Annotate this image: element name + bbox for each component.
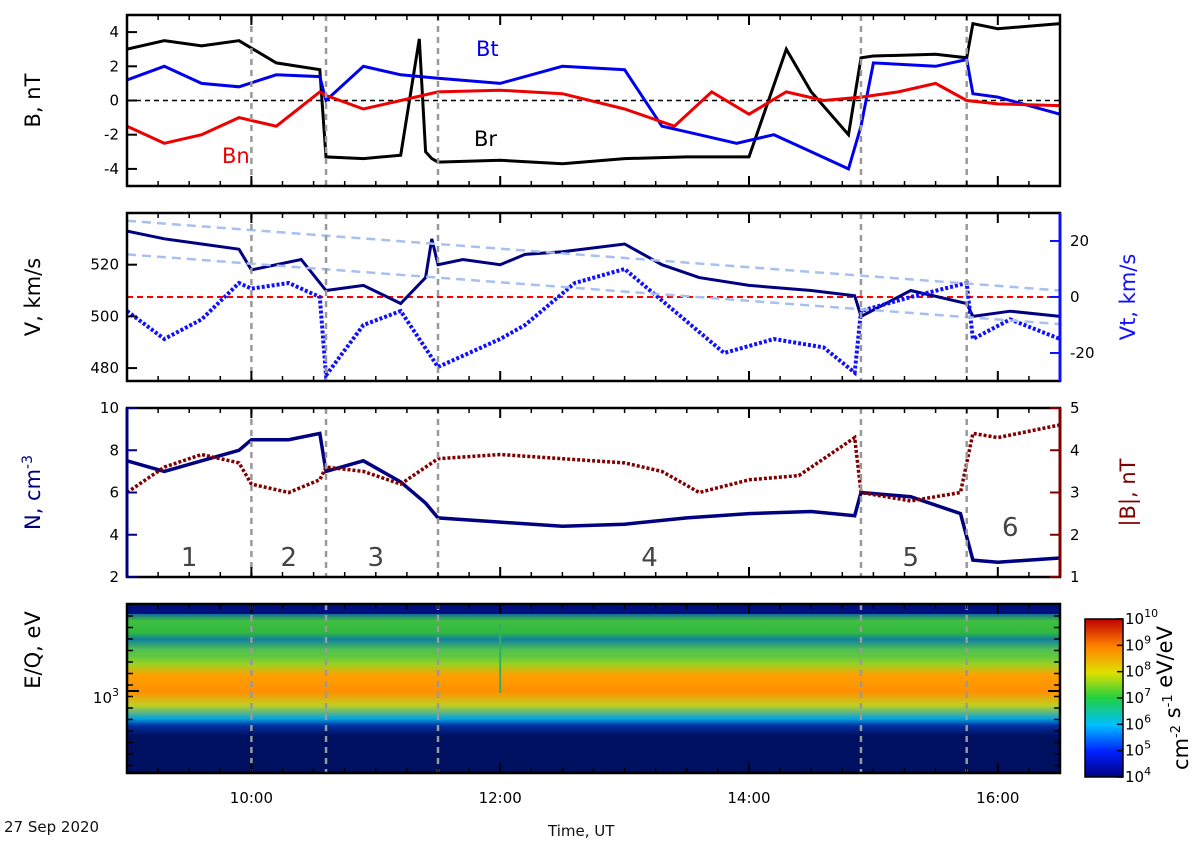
colorbar-tick-label: 104 [1125, 765, 1151, 786]
b-mag-axis-tick-label: 3 [1070, 484, 1080, 502]
x-tick-label-14:00: 14:00 [727, 789, 770, 807]
region-label-2: 2 [280, 543, 297, 573]
v-axis-label: V, km/s [21, 258, 45, 336]
cbar-tick-exp: 7 [1144, 686, 1151, 699]
b-mag-axis-tick-label: 5 [1070, 399, 1080, 417]
label-Bn: Bn [222, 144, 250, 168]
colorbar-tick-label: 1010 [1125, 607, 1158, 628]
b-axis-tick-label: -4 [104, 160, 119, 178]
n-axis-label-base: N, cm [21, 469, 45, 530]
region-label-5: 5 [902, 543, 919, 573]
x-tick-label-10:00: 10:00 [230, 789, 273, 807]
x-tick-label-12:00: 12:00 [479, 789, 522, 807]
n-axis-label: N, cm-3 [20, 455, 45, 530]
colorbar-label: cm-2 s-1 eV/eV [1153, 625, 1193, 770]
series-Bn [126, 81, 1061, 145]
b-axis-tick-label: 2 [109, 57, 119, 75]
cbar-tick-exp: 6 [1144, 712, 1151, 725]
colorbar-tick-label: 106 [1125, 712, 1151, 733]
colorbar-tick-label: 109 [1125, 633, 1151, 654]
series-Vt [125, 266, 1061, 381]
panel3-frame [125, 406, 1062, 579]
b-mag-axis-label: |B|, nT [1116, 458, 1141, 526]
cbar-tick-base: 10 [1125, 742, 1144, 760]
b-axis-tick-label: 0 [109, 92, 119, 110]
cbar-label-part: cm [1169, 738, 1193, 770]
b-mag-axis-tick-label: 4 [1070, 441, 1080, 459]
cbar-tick-exp: 8 [1144, 660, 1151, 673]
colorbar-tick-label: 108 [1125, 660, 1151, 681]
e-axis-label: E/Q, eV [21, 611, 45, 689]
n-axis-label-exp: -3 [20, 455, 36, 469]
colorbar-tick-label: 107 [1125, 686, 1151, 707]
date-label: 27 Sep 2020 [4, 818, 100, 836]
series-Br [126, 21, 1061, 166]
vt-axis-label: Vt, km/s [1116, 254, 1140, 341]
series-Bt [126, 57, 1061, 171]
panel-spectrogram: 103 E/Q, eV 10:00 12:00 14:00 16:00 [21, 602, 1062, 807]
cbar-label-part: eV/eV [1153, 625, 1177, 694]
b-axis-tick-label: 4 [109, 23, 119, 41]
v-axis-tick-label: 500 [90, 307, 119, 325]
n-axis-tick-label: 8 [109, 441, 119, 459]
cbar-tick-base: 10 [1125, 636, 1144, 654]
panel-magnetic-field: -4 -2 0 2 4 B, nT Bt Br Bn [21, 13, 1062, 188]
region-label-1: 1 [181, 543, 198, 573]
label-Bt: Bt [476, 37, 499, 61]
b-mag-axis-tick-label: 2 [1070, 526, 1080, 544]
series-trend_upper [126, 219, 1061, 292]
v-axis-tick-label: 520 [90, 256, 119, 274]
panel-velocity: 480 500 520 -20 0 20 V, km/s Vt, km/s [21, 211, 1140, 383]
b-axis-label: B, nT [21, 73, 45, 127]
series-N [126, 431, 1061, 564]
series-absB [126, 423, 1061, 503]
e-tick-base: 10 [93, 689, 112, 707]
spectrogram-image [127, 604, 1060, 773]
region-label-6: 6 [1002, 513, 1019, 543]
cbar-tick-base: 10 [1125, 689, 1144, 707]
colorbar-gradient [1084, 618, 1124, 778]
cbar-tick-base: 10 [1125, 715, 1144, 733]
n-axis-tick-label: 4 [109, 526, 119, 544]
vt-axis-tick-label: -20 [1070, 344, 1095, 362]
n-axis-tick-label: 6 [109, 484, 119, 502]
series-trend_lower [126, 253, 1061, 326]
label-Br: Br [474, 127, 497, 151]
cbar-label-exp: -1 [1161, 694, 1176, 707]
vt-axis-tick-label: 20 [1070, 232, 1089, 250]
region-label-3: 3 [368, 543, 385, 573]
colorbar-tick-label: 105 [1125, 739, 1151, 760]
cbar-label-part: s [1161, 707, 1185, 725]
cbar-tick-exp: 5 [1144, 739, 1151, 752]
vt-axis-tick-label: 0 [1070, 288, 1080, 306]
n-axis-tick-label: 10 [100, 399, 119, 417]
b-mag-axis-tick-label: 1 [1070, 568, 1080, 586]
cbar-tick-base: 10 [1125, 768, 1144, 786]
b-axis-tick-label: -2 [104, 126, 119, 144]
region-label-4: 4 [641, 543, 658, 573]
e-axis-tick-label: 103 [93, 686, 119, 707]
cbar-label-exp: -2 [1169, 725, 1184, 738]
cbar-tick-exp: 9 [1144, 633, 1151, 646]
cbar-tick-exp: 4 [1144, 765, 1151, 778]
series-V [126, 229, 1061, 319]
e-tick-exp: 3 [112, 686, 119, 699]
cbar-tick-base: 10 [1125, 610, 1144, 628]
v-axis-tick-label: 480 [90, 359, 119, 377]
x-tick-label-16:00: 16:00 [976, 789, 1019, 807]
n-axis-tick-label: 2 [109, 568, 119, 586]
x-axis-label: Time, UT [548, 822, 615, 840]
cbar-tick-exp: 10 [1144, 607, 1158, 620]
cbar-tick-base: 10 [1125, 663, 1144, 681]
